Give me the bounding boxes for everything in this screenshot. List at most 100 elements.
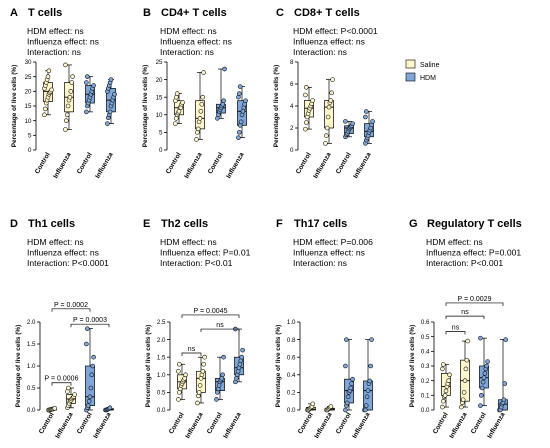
data-point [45,74,51,79]
box-saline-influenza: Influenza [448,338,470,440]
data-point [348,385,354,391]
panel-letter: A [10,7,18,19]
y-tick-label: 1.5 [157,354,166,361]
data-point [243,98,248,103]
x-tick-label: Influenza [352,151,373,180]
box-hdm-influenza: Influenza [352,109,375,180]
y-tick-label: 0.2 [287,390,296,397]
data-point [52,405,57,411]
data-point [65,103,71,109]
panel-letter: G [409,218,418,230]
data-point [239,354,244,360]
data-point [201,361,206,367]
data-point [87,394,93,400]
data-point [84,341,89,347]
data-point [177,361,182,367]
x-tick-label: Control [335,151,353,175]
x-tick-label: Control [297,411,315,435]
box-hdm-influenza: Influenza [222,326,245,440]
bracket-label: P = 0.0029 [458,296,492,303]
data-point [369,337,374,342]
data-point [176,369,181,374]
panel-title: Th1 cells [28,218,75,230]
box-saline-control: Control [38,405,57,435]
panel-letter: E [143,218,150,230]
data-point [222,66,227,72]
data-point [107,109,113,115]
y-tick-label: 0.0 [27,407,36,414]
data-point [221,98,226,103]
data-point [303,92,308,98]
x-tick-label: Influenza [184,411,205,440]
box-hdm-influenza: Influenza [225,84,248,180]
box-hdm-control: Control [335,337,355,435]
stat-line: Interaction: P<0.001 [426,258,503,268]
data-point [465,338,470,344]
data-point [195,126,201,132]
y-tick-label: 30 [25,59,32,66]
box-hdm-control: Control [207,66,227,175]
box-hdm-influenza: Influenza [94,77,117,180]
stat-line: Influenza effect: ns [27,37,99,47]
data-point [328,98,334,103]
data-point [64,112,70,118]
data-point [86,398,92,404]
y-tick-label: 0.6 [287,354,296,361]
y-axis-label: Percentage of live cells (%) [275,325,282,407]
data-point [237,84,243,89]
data-point [66,385,71,391]
bracket-label: ns [216,322,224,329]
data-point [238,119,244,125]
data-point [67,94,73,100]
data-point [91,354,96,360]
stat-line: Influenza effect: P=0.01 [160,248,251,258]
y-tick-label: 0.0 [287,407,296,414]
data-point [484,363,489,369]
data-point [42,112,47,118]
x-tick-label: Control [76,411,94,435]
y-tick-label: 20 [25,89,32,96]
y-tick-label: 1.5 [27,341,36,348]
data-point [304,120,309,125]
stat-line: Interaction: ns [27,47,81,57]
stat-line: HDM effect: ns [27,26,84,36]
y-tick-label: 0.5 [157,390,166,397]
y-tick-label: 0.1 [421,393,430,400]
legend-label: HDM [420,75,436,82]
data-point [329,90,334,96]
data-point [350,376,355,382]
data-point [72,392,77,397]
stat-line: HDM effect: P=0.006 [293,237,373,247]
y-tick-label: 2 [290,125,294,132]
y-tick-label: 2.0 [27,319,36,326]
data-point [479,385,485,391]
stat-line: Influenza effect: P=0.001 [426,248,521,258]
data-point [459,404,464,410]
y-tick-label: 6 [290,81,294,88]
data-point [176,397,181,402]
y-tick-label: 0.6 [421,319,430,326]
data-point [478,403,483,408]
y-tick-label: 0.5 [27,385,36,392]
data-point [441,362,446,367]
panel-title: CD4+ T cells [161,7,227,19]
box-hdm-control: Control [76,74,96,175]
y-tick-label: 0.0 [421,407,430,414]
data-point [236,135,241,140]
y-tick-label: 0 [28,147,32,154]
data-point [460,397,466,403]
significance-bracket: ns [445,325,466,335]
bracket-label: ns [188,346,196,353]
data-point [64,118,69,123]
box-saline-control: Control [34,68,54,175]
data-point [46,68,52,74]
y-tick-label: 0 [159,147,163,154]
x-tick-label: Control [168,411,186,435]
data-point [324,133,329,138]
box-hdm-influenza: Influenza [486,337,508,440]
stat-line: HDM effect: ns [27,237,84,247]
data-point [70,74,75,79]
y-tick-label: 0.4 [421,349,430,356]
data-point [344,337,349,342]
